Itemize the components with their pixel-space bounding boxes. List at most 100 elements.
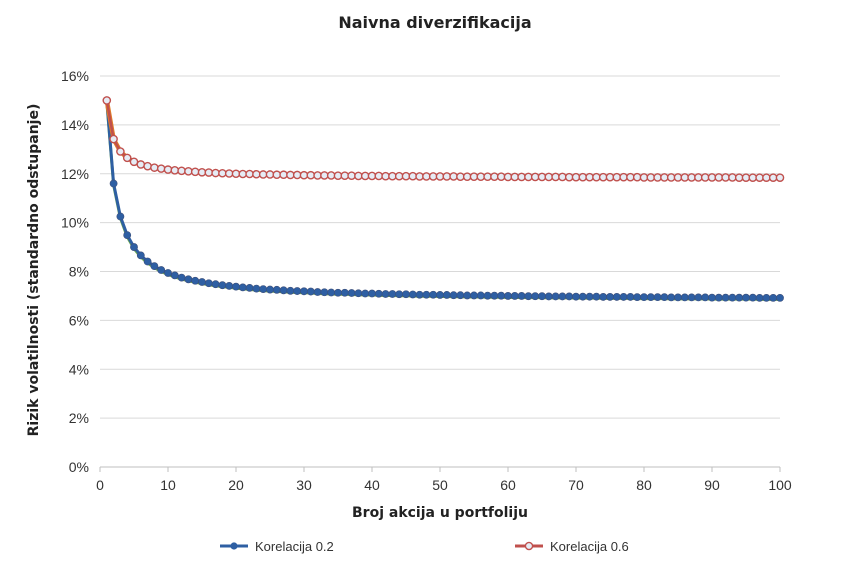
data-point <box>374 289 383 298</box>
series-shadow-line <box>105 101 780 301</box>
data-point <box>225 282 234 290</box>
data-point <box>170 271 179 280</box>
legend-label: Korelacija 0.6 <box>550 539 629 554</box>
x-tick-label: 90 <box>704 477 720 493</box>
x-tick-label: 100 <box>768 477 792 493</box>
data-point <box>143 257 152 266</box>
data-point <box>667 293 676 302</box>
y-tick-label: 0% <box>69 459 89 475</box>
data-point <box>578 292 587 301</box>
data-point <box>388 290 397 298</box>
x-tick-label: 60 <box>500 477 516 493</box>
data-point <box>531 292 540 301</box>
data-point <box>701 293 710 302</box>
series-line <box>105 100 780 179</box>
data-point <box>558 292 567 301</box>
series-lines <box>102 96 785 302</box>
data-point <box>640 293 648 302</box>
data-point <box>368 289 376 298</box>
data-point <box>136 251 145 260</box>
data-point <box>646 293 655 302</box>
data-point <box>463 291 472 300</box>
data-point <box>544 292 553 301</box>
series-2 <box>102 96 785 182</box>
data-point <box>510 292 519 300</box>
data-point <box>565 292 574 301</box>
data-point <box>476 291 485 300</box>
data-point <box>538 292 546 301</box>
data-point <box>116 212 125 221</box>
y-tick-label: 4% <box>69 361 89 377</box>
chart-title: Naivna diverzifikacija <box>338 13 531 32</box>
data-point <box>708 293 716 302</box>
data-point <box>694 293 703 302</box>
x-tick-label: 80 <box>636 477 652 493</box>
data-point <box>150 262 159 271</box>
data-point <box>157 266 166 274</box>
data-point <box>572 292 580 301</box>
data-point <box>116 147 125 156</box>
data-point <box>123 231 132 239</box>
data-point <box>306 287 315 296</box>
data-point <box>728 293 737 302</box>
data-point <box>653 293 662 302</box>
data-point <box>585 292 594 301</box>
data-point <box>190 167 200 177</box>
data-point <box>442 291 451 299</box>
data-point <box>232 282 240 291</box>
y-tick-label: 2% <box>69 410 89 426</box>
legend: Korelacija 0.2 Korelacija 0.6 <box>220 539 629 554</box>
data-point <box>687 293 696 302</box>
data-point <box>286 286 295 295</box>
data-point <box>340 288 349 297</box>
data-point <box>606 293 614 301</box>
series-line <box>105 100 780 300</box>
data-point <box>483 291 492 300</box>
data-point <box>163 165 173 174</box>
data-point <box>721 293 730 302</box>
data-point <box>415 290 424 299</box>
data-point <box>150 163 159 172</box>
data-point <box>742 293 750 302</box>
data-point <box>347 289 356 297</box>
data-point <box>238 283 247 292</box>
data-point <box>130 243 138 251</box>
y-tick-label: 10% <box>61 215 89 231</box>
legend-item-2: Korelacija 0.6 <box>515 539 629 554</box>
data-point <box>184 167 193 176</box>
data-point <box>436 291 444 299</box>
y-tick-label: 12% <box>61 166 89 182</box>
data-point <box>109 134 118 144</box>
x-tick-label: 10 <box>160 477 176 493</box>
data-point <box>198 278 206 286</box>
legend-item-1: Korelacija 0.2 <box>220 539 334 554</box>
data-point <box>714 293 723 302</box>
x-tick-label: 40 <box>364 477 380 493</box>
data-point <box>422 290 431 299</box>
data-point <box>136 160 146 169</box>
data-point <box>456 291 465 300</box>
data-point <box>674 293 682 302</box>
data-point <box>497 291 506 300</box>
data-point <box>361 289 370 298</box>
data-point <box>633 293 642 302</box>
data-point <box>354 289 363 298</box>
data-point <box>279 286 288 295</box>
data-point <box>204 279 213 288</box>
data-point <box>177 273 186 282</box>
series-outer-line <box>104 100 780 180</box>
data-point <box>592 292 601 301</box>
data-point <box>204 168 214 177</box>
data-point <box>109 179 118 188</box>
data-point <box>300 287 308 296</box>
y-tick-label: 14% <box>61 117 89 133</box>
data-point <box>612 293 621 301</box>
data-point <box>429 290 438 299</box>
data-point <box>334 288 342 297</box>
x-tick-label: 20 <box>228 477 244 493</box>
data-point <box>775 173 785 182</box>
data-point <box>524 292 533 301</box>
data-point <box>381 290 390 298</box>
data-point <box>776 293 784 302</box>
data-point <box>762 293 771 302</box>
